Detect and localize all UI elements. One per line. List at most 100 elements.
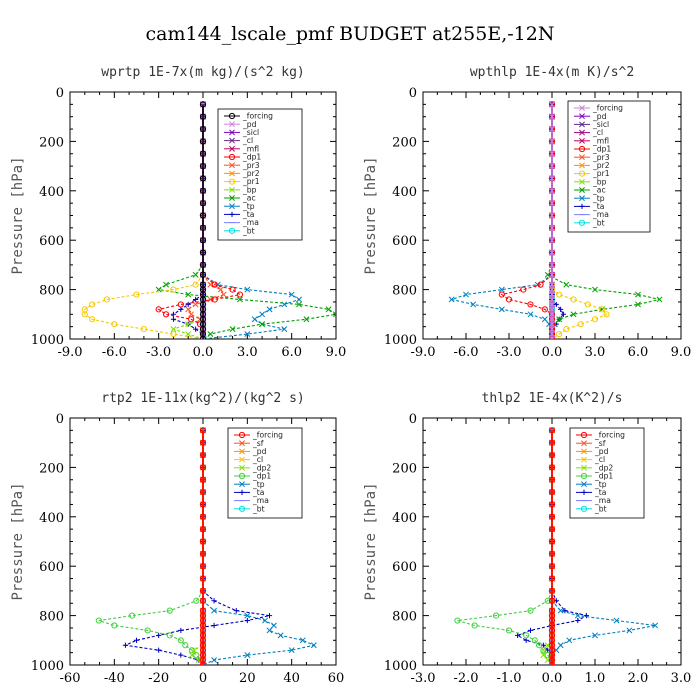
data-point [170,316,177,322]
data-point [185,301,191,308]
data-point [163,281,170,288]
data-point [111,321,118,328]
data-point [626,627,633,634]
data-point [199,200,207,207]
data-point [549,175,555,182]
data-point [166,607,173,614]
data-point [170,330,177,338]
data-point [266,627,273,634]
series-dp1 [454,427,556,665]
data-point [558,306,564,312]
data-point [199,187,207,194]
y-tick-label: 600 [39,234,64,249]
legend-entry: _cl [594,455,605,464]
data-point [122,642,129,648]
data-point [570,311,577,318]
series-group [81,101,336,339]
data-point [574,612,581,619]
data-point [652,622,659,629]
data-point [199,489,207,496]
legend-marker [229,211,235,217]
data-point [211,296,218,303]
legend-entry: _pd [242,120,257,129]
data-point [193,652,200,659]
data-point [192,281,199,288]
data-point [89,316,96,323]
data-point [199,150,207,157]
legend-entry: _bp [242,185,257,194]
x-tick-label: 9.0 [326,345,347,360]
data-point [548,427,556,434]
data-point [199,237,207,244]
data-point [185,306,192,313]
data-point [549,271,555,278]
data-point [548,501,556,508]
data-point [556,330,563,338]
y-tick-label: 400 [39,185,64,200]
data-point [549,237,555,244]
data-point [583,613,589,619]
series-forcing [548,427,556,665]
data-point [549,301,555,308]
x-tick-label: 6.0 [281,345,302,360]
data-point [549,291,555,298]
data-point [81,311,88,318]
legend-marker [238,472,246,480]
data-point [548,476,556,483]
data-point [199,335,207,339]
data-point [548,563,556,570]
y-axis-label: Pressure [hPa] [10,156,26,274]
legend-entry: _dp1 [252,472,271,481]
data-point [170,326,177,333]
legend-marker [579,195,585,202]
data-point [549,163,555,170]
data-point [199,113,207,120]
data-point [199,125,207,133]
data-point [592,286,598,293]
x-tick-label: 60 [328,671,345,686]
legend: _forcing_sf_pd_cl_dp2_dp1_tp_ta_ma_bt [227,427,303,519]
x-tick-label: 0 [199,671,207,686]
legend-entry: _pd [252,447,267,456]
legend-entry: _ta [252,488,264,497]
x-tick-label: -1.0 [496,671,521,686]
data-point [592,632,598,639]
legend-entry: _dp2 [252,463,271,472]
data-point [635,301,641,308]
legend-entry: _pr2 [592,161,610,170]
x-tick-label: 3.0 [237,345,258,360]
legend-marker [580,472,588,480]
panel-3: rtp2 1E-11x(kg^2)/(kg^2 s) Pressure [hPa]… [10,391,344,686]
y-tick-label: 400 [392,511,417,526]
data-point [544,597,551,604]
data-point [548,575,556,582]
data-point [266,306,273,313]
data-point [557,607,564,614]
y-tick-label: 800 [39,284,64,299]
data-point [591,316,599,323]
legend-entry: _tp [594,480,607,489]
legend-entry: _sf [252,439,264,448]
data-point [111,622,118,629]
legend-entry: _mfl [592,136,609,145]
data-point [259,321,266,328]
legend-entry: _forcing [594,431,625,440]
y-tick-label: 600 [392,234,417,249]
legend-entry: _dp2 [594,463,613,472]
legend-marker [229,186,235,193]
data-point [548,661,556,665]
y-tick-label: 600 [392,560,417,575]
data-point [549,200,555,207]
legend-box [217,108,303,241]
data-point [244,331,251,338]
data-point [548,538,556,545]
data-point [531,637,538,644]
data-point [199,249,207,256]
data-point [236,296,243,303]
legend: _forcing_pd_sicl_cl_mfl_dp1_pr3_pr2_pr1_… [567,100,651,233]
legend-entry: _mfl [242,144,259,153]
panel-title: rtp2 1E-11x(kg^2)/(kg^2 s) [101,391,305,406]
data-point [549,326,555,333]
legend-marker [229,137,235,144]
legend-entry: _sicl [592,120,609,129]
